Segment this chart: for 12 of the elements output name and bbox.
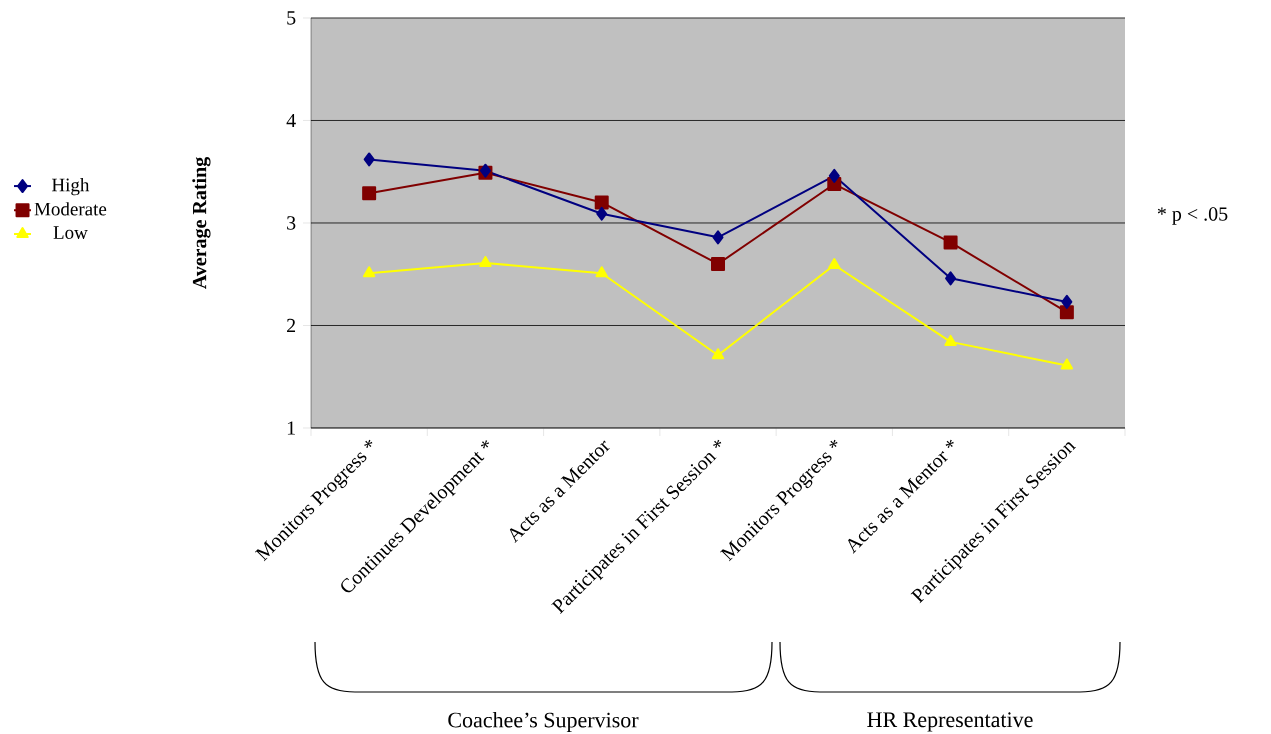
y-tick-label: 3	[287, 216, 296, 230]
y-tick-label: 5	[287, 11, 296, 25]
legend-label: Low	[53, 226, 88, 239]
legend-label: High	[51, 177, 90, 196]
legend-label: Moderate	[34, 202, 107, 216]
y-tick-label: 4	[286, 113, 296, 128]
text: * p < .05	[1157, 207, 1228, 225]
y-tick-label: 2	[287, 318, 296, 333]
y-tick-label: 1	[287, 421, 295, 435]
text: HR Representative	[867, 712, 1033, 732]
text: Coachee’s Supervisor	[448, 712, 639, 732]
y-axis-title: Average Rating	[192, 157, 211, 289]
